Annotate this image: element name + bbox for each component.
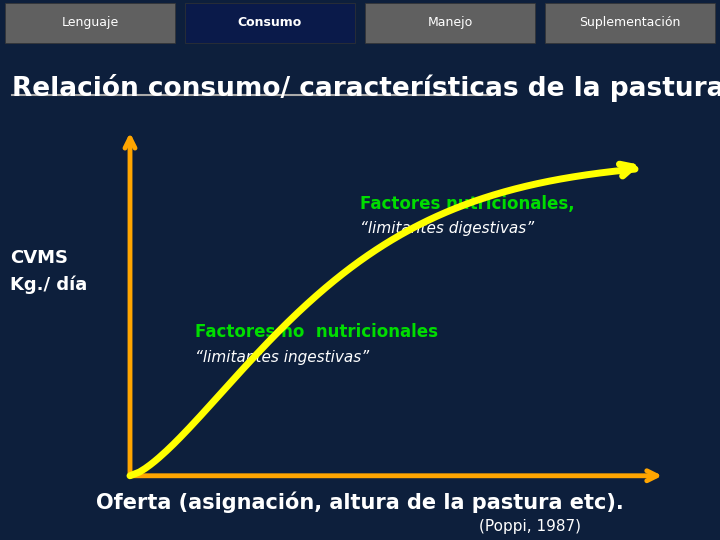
- Text: CVMS: CVMS: [10, 249, 68, 267]
- Text: (Poppi, 1987): (Poppi, 1987): [479, 518, 581, 534]
- Bar: [185, 3, 355, 43]
- Text: Lenguaje: Lenguaje: [61, 16, 119, 30]
- Text: Suplementación: Suplementación: [580, 16, 680, 30]
- Text: “limitantes digestivas”: “limitantes digestivas”: [360, 221, 534, 236]
- Text: Factores no  nutricionales: Factores no nutricionales: [195, 323, 438, 341]
- Text: Kg./ día: Kg./ día: [10, 276, 87, 294]
- Bar: [365, 3, 535, 43]
- Text: “limitantes ingestivas”: “limitantes ingestivas”: [195, 350, 369, 364]
- Text: Relación consumo/ características de la pastura: Relación consumo/ características de la …: [12, 73, 720, 102]
- Text: Consumo: Consumo: [238, 16, 302, 30]
- Bar: [545, 3, 715, 43]
- Bar: [5, 3, 175, 43]
- Text: Oferta (asignación, altura de la pastura etc).: Oferta (asignación, altura de la pastura…: [96, 492, 624, 513]
- Text: Factores nutricionales,: Factores nutricionales,: [360, 195, 575, 213]
- Text: Manejo: Manejo: [428, 16, 472, 30]
